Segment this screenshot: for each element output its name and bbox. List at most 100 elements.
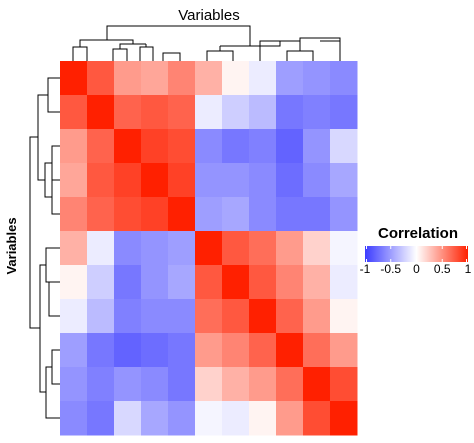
- heatmap-cell: [303, 333, 331, 368]
- heatmap-cell: [330, 367, 358, 402]
- heatmap-cell: [249, 231, 277, 266]
- dendrogram-branch: [206, 50, 234, 61]
- heatmap-cell: [141, 61, 169, 96]
- dendrogram-branch: [29, 136, 40, 329]
- heatmap-cell: [195, 61, 223, 96]
- dendrogram-branch: [112, 48, 128, 61]
- heatmap-cell: [222, 61, 250, 96]
- dendrogram-branch: [72, 46, 88, 61]
- heatmap-cell: [114, 95, 142, 130]
- heatmap-cell: [114, 265, 142, 300]
- heatmap-cell: [330, 401, 358, 436]
- heatmap-cell: [249, 401, 277, 436]
- heatmap-cell: [114, 299, 142, 334]
- dendrogram-branch: [162, 52, 181, 61]
- heatmap-cell: [330, 265, 358, 300]
- dendrogram-branch: [119, 43, 146, 49]
- heatmap-cell: [141, 95, 169, 130]
- heatmap-cell: [222, 367, 250, 402]
- heatmap-cell: [60, 163, 88, 198]
- heatmap-cell: [168, 95, 196, 130]
- heatmap-cell: [114, 197, 142, 232]
- heatmap-cell: [114, 231, 142, 266]
- heatmap-cell: [276, 61, 304, 96]
- heatmap-cell: [249, 265, 277, 300]
- legend-tick-label: 0.5: [434, 262, 451, 276]
- heatmap-cell: [114, 163, 142, 198]
- heatmap-cell: [249, 333, 277, 368]
- heatmap-cell: [303, 163, 331, 198]
- dendrogram-branch: [51, 145, 60, 181]
- heatmap-cell: [168, 333, 196, 368]
- dendrogram-branch: [320, 40, 341, 61]
- heatmap-cell: [195, 265, 223, 300]
- heatmap-cell: [330, 95, 358, 130]
- heatmap-cell: [222, 129, 250, 164]
- heatmap-cell: [249, 61, 277, 96]
- heatmap-cell: [276, 401, 304, 436]
- heatmap-cell: [303, 265, 331, 300]
- heatmap-cell: [222, 197, 250, 232]
- heatmap-cell: [330, 129, 358, 164]
- dendrogram-branch: [51, 349, 60, 385]
- dendrogram-branch: [299, 37, 341, 41]
- heatmap-cell: [222, 231, 250, 266]
- heatmap-cell: [114, 367, 142, 402]
- heatmap-cell: [195, 129, 223, 164]
- heatmap-cell: [330, 299, 358, 334]
- heatmap-cell: [330, 197, 358, 232]
- heatmap-cell: [141, 299, 169, 334]
- chart-title: Variables: [178, 7, 239, 24]
- dendrogram-branch: [44, 162, 52, 198]
- heatmap-cell: [195, 197, 223, 232]
- heatmap-cell: [303, 299, 331, 334]
- heatmap-cell: [249, 299, 277, 334]
- heatmap-cell: [60, 197, 88, 232]
- heatmap-cell: [222, 95, 250, 130]
- heatmap-cell: [60, 333, 88, 368]
- heatmap-cell: [168, 367, 196, 402]
- dendrogram-branch: [51, 180, 60, 215]
- heatmap-cell: [141, 367, 169, 402]
- heatmap-cell: [195, 401, 223, 436]
- heatmap-cell: [87, 163, 115, 198]
- heatmap-cell: [168, 265, 196, 300]
- heatmap-cell: [249, 95, 277, 130]
- heatmap-cell: [141, 333, 169, 368]
- heatmap-cell: [60, 129, 88, 164]
- heatmap-cell: [195, 95, 223, 130]
- heatmap-cell: [87, 265, 115, 300]
- heatmap-cell: [168, 163, 196, 198]
- legend-title: Correlation: [378, 225, 458, 242]
- legend-color-bar: [365, 246, 468, 262]
- heatmap-cell: [222, 265, 250, 300]
- heatmap-cell: [60, 95, 88, 130]
- heatmap-cell: [141, 401, 169, 436]
- dendrogram-branch: [286, 50, 314, 61]
- heatmap-cell: [249, 197, 277, 232]
- heatmap-cell: [141, 129, 169, 164]
- heatmap-cell: [114, 401, 142, 436]
- heatmap-cell: [276, 265, 304, 300]
- heatmap-cell: [222, 401, 250, 436]
- heatmap-cell: [330, 333, 358, 368]
- dendrogram-branch: [39, 264, 46, 393]
- row-dendrogram: [29, 77, 60, 419]
- heatmap-cell: [87, 401, 115, 436]
- heatmap-cell: [303, 401, 331, 436]
- heatmap-cell: [249, 129, 277, 164]
- heatmap-cell: [276, 333, 304, 368]
- dendrogram-branch: [106, 25, 251, 40]
- heatmap-cell: [330, 231, 358, 266]
- heatmap-cell: [168, 231, 196, 266]
- dendrogram-branch: [139, 46, 154, 61]
- heatmap-cell: [60, 231, 88, 266]
- legend-tick-label: 1: [465, 262, 472, 276]
- heatmap-cell: [114, 129, 142, 164]
- heatmap-cell: [222, 163, 250, 198]
- dendrogram-branch: [45, 247, 60, 283]
- heatmap-cell: [249, 367, 277, 402]
- heatmap-cell: [87, 367, 115, 402]
- heatmap-cell: [168, 197, 196, 232]
